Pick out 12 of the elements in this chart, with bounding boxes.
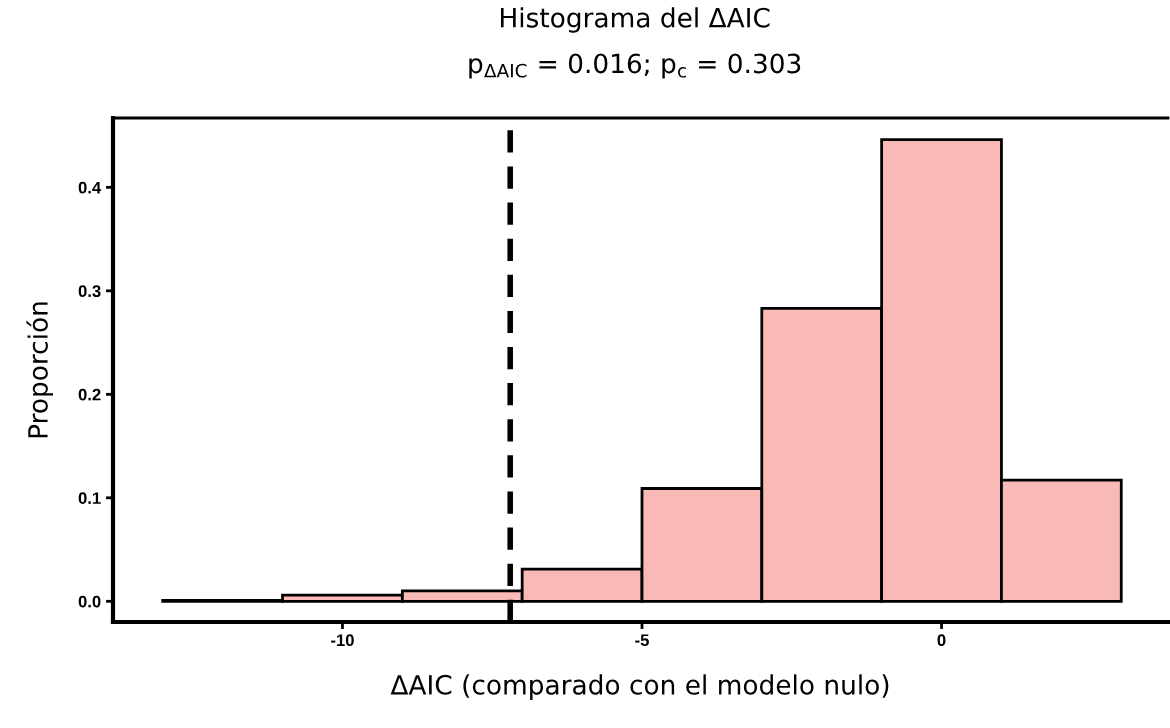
y-tick-label: 0.4 bbox=[78, 181, 102, 194]
y-tick-label: 0.0 bbox=[78, 595, 101, 608]
x-axis-title: ΔAIC (comparado con el modelo nulo) bbox=[390, 674, 889, 700]
y-axis-title: Proporción bbox=[26, 302, 54, 438]
chart-title: Histograma del ΔAIC bbox=[501, 7, 770, 33]
y-tick-label: 0.3 bbox=[78, 285, 101, 298]
x-tick-label: -10 bbox=[331, 634, 354, 647]
y-tick-label: 0.2 bbox=[78, 388, 101, 401]
x-tick-label: -5 bbox=[635, 634, 649, 647]
x-tick-label: 0 bbox=[937, 634, 946, 647]
chart-subtitle: p$_{ΔAIC}$ = 0.016; p$_{c}$ = 0.303 bbox=[469, 53, 801, 79]
y-tick-label: 0.1 bbox=[78, 492, 101, 505]
